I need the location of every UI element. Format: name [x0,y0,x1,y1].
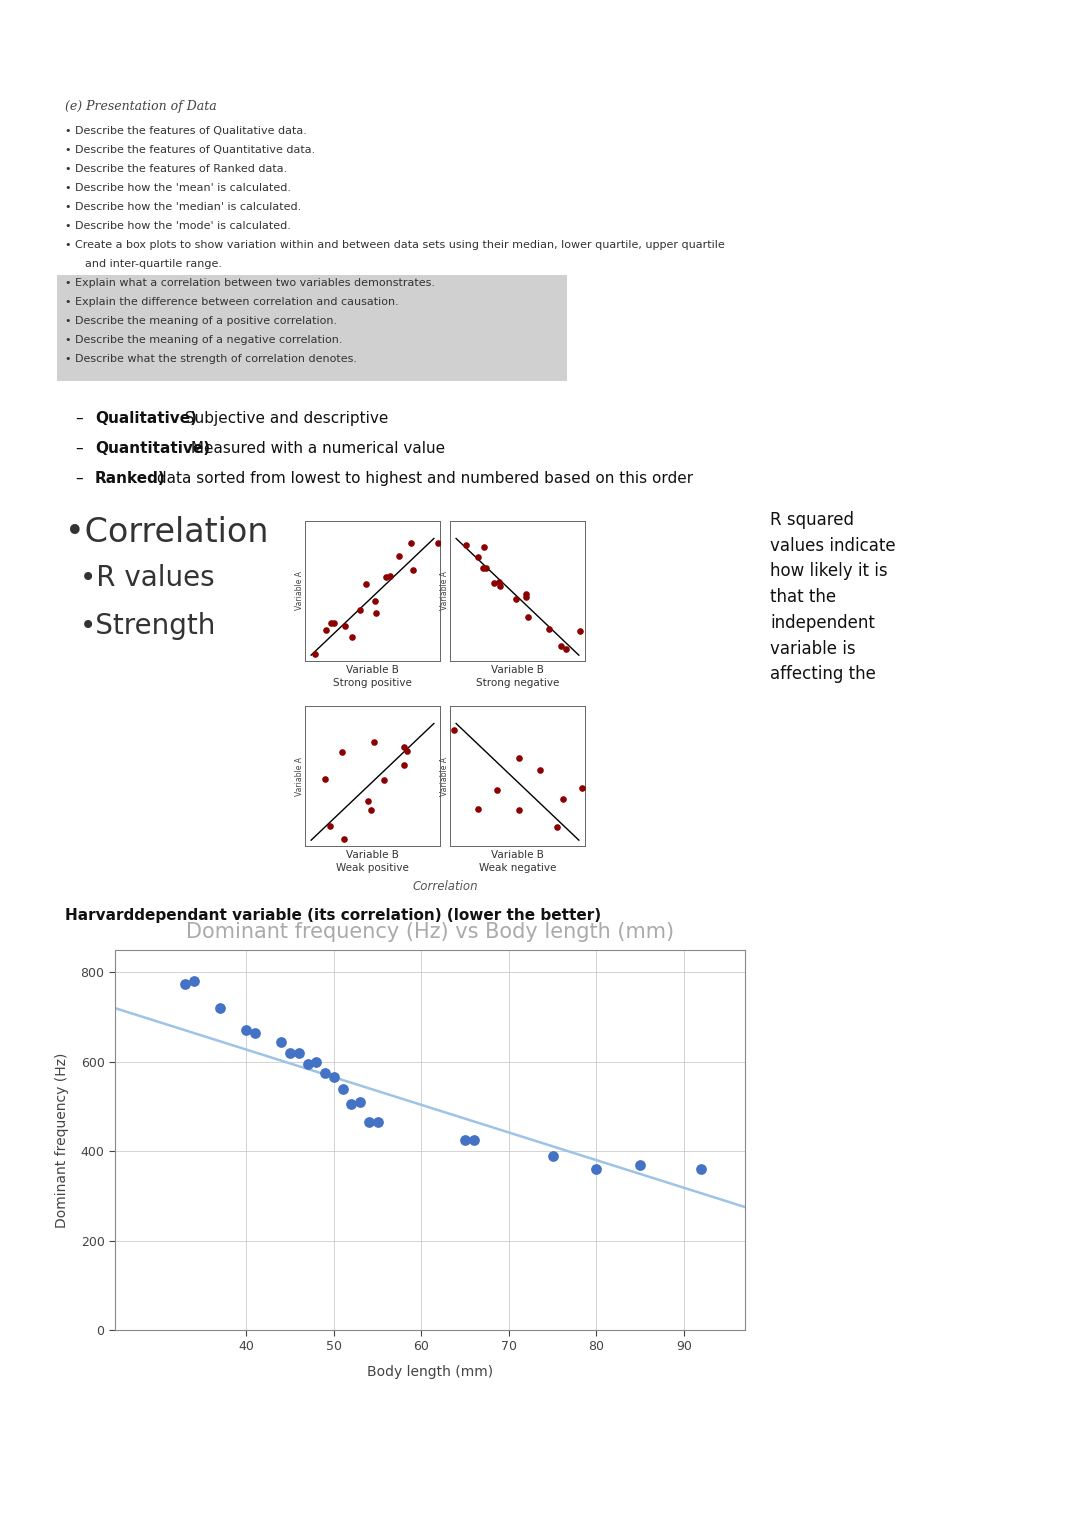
Text: Ranked): Ranked) [95,471,165,486]
Text: Variable B: Variable B [491,665,544,676]
Point [282,956,299,981]
Text: • Describe the features of Ranked data.: • Describe the features of Ranked data. [65,165,287,174]
Text: Variable B: Variable B [346,849,399,860]
Text: Trend line for series 1 R² = 0.885: Trend line for series 1 R² = 0.885 [330,962,514,973]
Text: Weak positive: Weak positive [336,863,409,872]
Text: Strong negative: Strong negative [476,679,559,688]
Text: Qualitative): Qualitative) [95,412,197,425]
Text: data sorted from lowest to highest and numbered based on this order: data sorted from lowest to highest and n… [152,471,693,486]
FancyBboxPatch shape [57,274,567,381]
Text: •R values: •R values [80,564,215,592]
Text: Harvarddependant variable (its correlation) (lower the better): Harvarddependant variable (its correlati… [65,907,602,923]
Text: Quantitative): Quantitative) [95,441,211,456]
Text: • Describe the meaning of a negative correlation.: • Describe the meaning of a negative cor… [65,336,342,345]
Text: –: – [75,471,83,486]
Text: –: – [75,441,83,456]
Text: Measured with a numerical value: Measured with a numerical value [186,441,445,456]
Text: Variable B: Variable B [346,665,399,676]
Text: (e) Presentation of Data: (e) Presentation of Data [65,101,217,113]
Text: • Describe the features of Quantitative data.: • Describe the features of Quantitative … [65,145,315,156]
Text: • Create a box plots to show variation within and between data sets using their : • Create a box plots to show variation w… [65,239,725,250]
Text: • Describe how the 'mode' is calculated.: • Describe how the 'mode' is calculated. [65,221,291,230]
Text: • Explain what a correlation between two variables demonstrates.: • Explain what a correlation between two… [65,278,435,288]
Text: • Describe the features of Qualitative data.: • Describe the features of Qualitative d… [65,127,307,136]
Text: Strong positive: Strong positive [333,679,411,688]
Text: • Describe what the strength of correlation denotes.: • Describe what the strength of correlat… [65,354,357,364]
Text: Correlation: Correlation [413,880,477,894]
Text: Subjective and descriptive: Subjective and descriptive [180,412,389,425]
Text: Dominant frequency (Hz) vs Body length (mm): Dominant frequency (Hz) vs Body length (… [186,923,674,942]
Text: and inter-quartile range.: and inter-quartile range. [85,259,222,268]
Text: Variable B: Variable B [491,849,544,860]
Text: •Strength: •Strength [80,612,216,640]
Text: –: – [75,412,83,425]
Text: • Describe how the 'mean' is calculated.: • Describe how the 'mean' is calculated. [65,183,291,194]
Text: • Explain the difference between correlation and causation.: • Explain the difference between correla… [65,297,399,307]
Text: • Describe the meaning of a positive correlation.: • Describe the meaning of a positive cor… [65,316,337,326]
Text: R squared
values indicate
how likely it is
that the
independent
variable is
affe: R squared values indicate how likely it … [770,511,895,683]
Text: Weak negative: Weak negative [478,863,556,872]
Text: •Correlation: •Correlation [65,515,269,549]
Text: • Describe how the 'median' is calculated.: • Describe how the 'median' is calculate… [65,201,301,212]
